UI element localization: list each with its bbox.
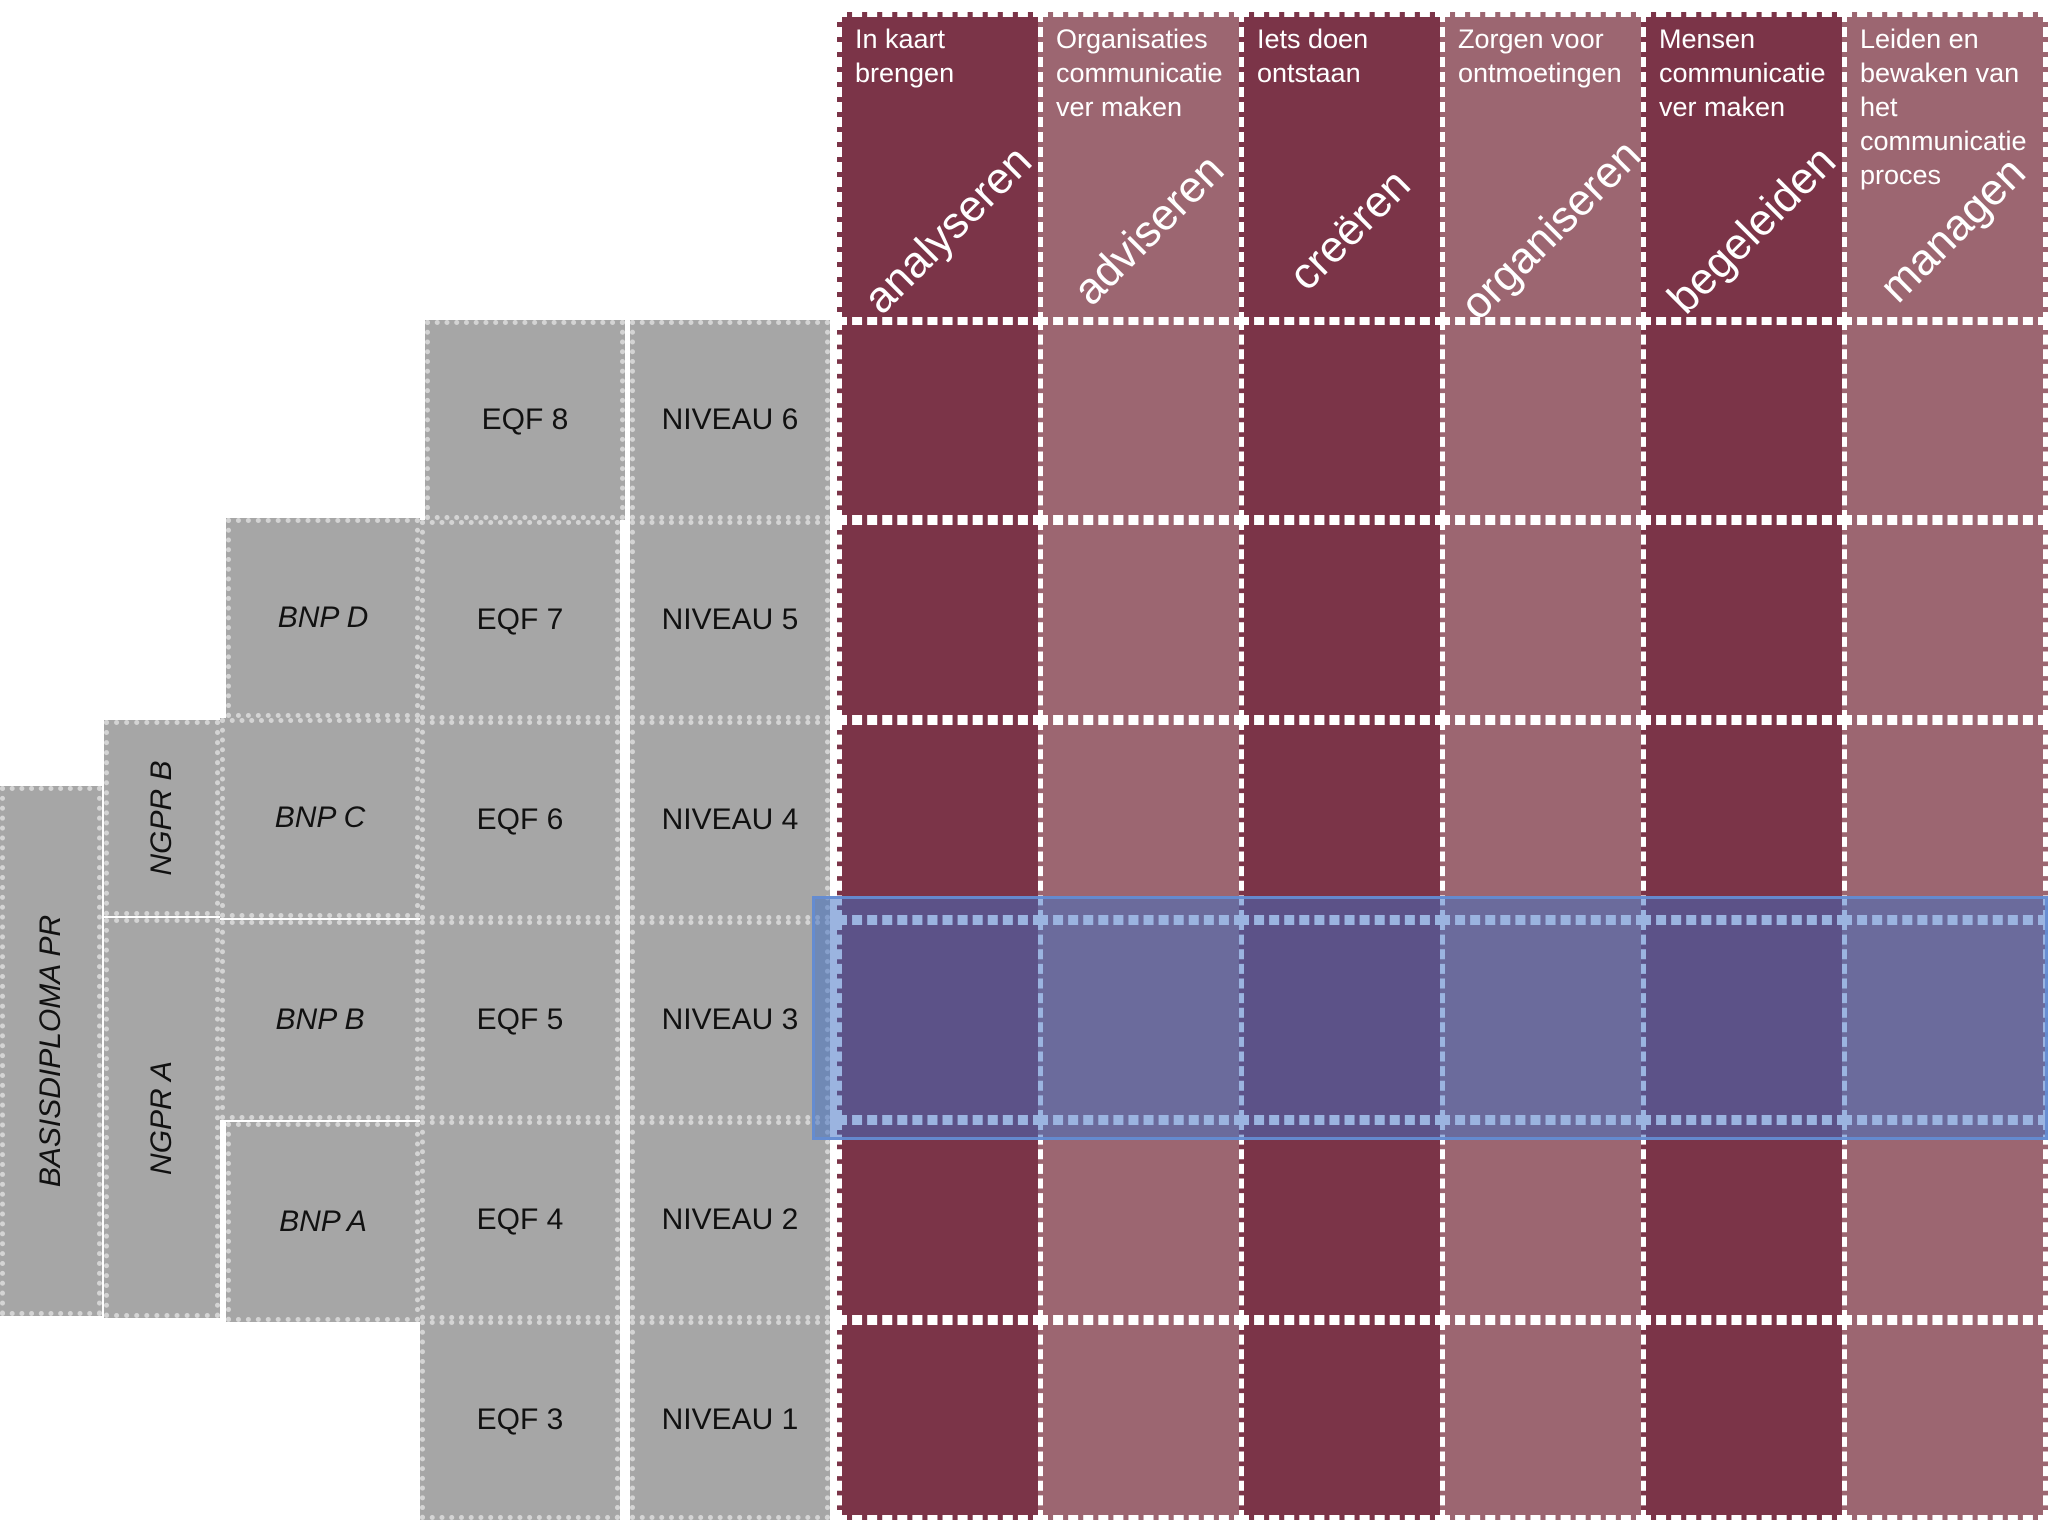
eqf-7-label: EQF 7 bbox=[476, 603, 564, 636]
niveau-4-box: NIVEAU 4 bbox=[630, 720, 830, 920]
matrix-cell bbox=[1842, 1320, 2048, 1520]
matrix-cell bbox=[837, 320, 1043, 520]
matrix-cell bbox=[1440, 720, 1646, 920]
matrix-cell bbox=[1842, 520, 2048, 720]
column-header-creëren bbox=[1239, 12, 1445, 322]
matrix-cell bbox=[1038, 1120, 1244, 1320]
eqf-7-box: EQF 7 bbox=[420, 520, 620, 720]
matrix-cell bbox=[1842, 1120, 2048, 1320]
column-description: Leiden en bewaken van het communicatie p… bbox=[1860, 24, 2027, 190]
niveau-1-box: NIVEAU 1 bbox=[630, 1320, 830, 1520]
niveau-3-box: NIVEAU 3 bbox=[630, 920, 830, 1120]
matrix-cell bbox=[1440, 1120, 1646, 1320]
bnp-b-box: BNP B bbox=[220, 920, 420, 1120]
eqf-6-label: EQF 6 bbox=[476, 803, 564, 836]
matrix-cell bbox=[1440, 1320, 1646, 1520]
niveau-6-box: NIVEAU 6 bbox=[630, 320, 830, 520]
column-description: In kaart brengen bbox=[855, 24, 955, 88]
matrix-cell bbox=[1038, 720, 1244, 920]
bnp-a-label: BNP A bbox=[279, 1205, 367, 1238]
niveau-2-box: NIVEAU 2 bbox=[630, 1120, 830, 1320]
eqf-3-box: EQF 3 bbox=[420, 1320, 620, 1520]
ngpr-b-box: NGPR B bbox=[104, 720, 220, 916]
matrix-cell bbox=[1641, 720, 1847, 920]
matrix-cell bbox=[1641, 520, 1847, 720]
matrix-cell bbox=[1440, 520, 1646, 720]
matrix-cell bbox=[1641, 1120, 1847, 1320]
matrix-cell bbox=[1842, 720, 2048, 920]
eqf-4-box: EQF 4 bbox=[420, 1120, 620, 1320]
bnp-c-box: BNP C bbox=[220, 718, 420, 918]
matrix-cell bbox=[1038, 520, 1244, 720]
eqf-6-box: EQF 6 bbox=[420, 720, 620, 920]
column-description: Organisaties communicatie ver maken bbox=[1056, 24, 1223, 122]
niveau-6-label: NIVEAU 6 bbox=[661, 403, 799, 436]
eqf-8-box: EQF 8 bbox=[425, 320, 625, 520]
bnp-d-label: BNP D bbox=[277, 601, 369, 634]
matrix-cell bbox=[1641, 320, 1847, 520]
niveau-1-label: NIVEAU 1 bbox=[661, 1403, 799, 1436]
column-description: Mensen communicatie ver maken bbox=[1659, 24, 1826, 122]
matrix-cell bbox=[837, 1320, 1043, 1520]
eqf-5-label: EQF 5 bbox=[476, 1003, 564, 1036]
eqf-5-box: EQF 5 bbox=[420, 920, 620, 1120]
matrix-cell bbox=[1239, 1120, 1445, 1320]
matrix-cell bbox=[1038, 1320, 1244, 1520]
matrix-cell bbox=[1239, 320, 1445, 520]
matrix-cell bbox=[837, 720, 1043, 920]
column-description: Zorgen voor ontmoetingen bbox=[1458, 24, 1622, 88]
matrix-cell bbox=[1440, 320, 1646, 520]
matrix-cell bbox=[1842, 320, 2048, 520]
ngpr-a-label: NGPR A bbox=[145, 1061, 178, 1175]
bnp-c-label: BNP C bbox=[274, 801, 366, 834]
niveau-4-label: NIVEAU 4 bbox=[661, 803, 799, 836]
niveau-3-label: NIVEAU 3 bbox=[661, 1003, 799, 1036]
column-header-analyseren bbox=[837, 12, 1043, 322]
highlight-band bbox=[812, 896, 2048, 1140]
column-description: Iets doen ontstaan bbox=[1257, 24, 1369, 88]
eqf-4-label: EQF 4 bbox=[476, 1203, 564, 1236]
bnp-a-box: BNP A bbox=[226, 1122, 420, 1322]
niveau-5-box: NIVEAU 5 bbox=[630, 520, 830, 720]
ngpr-b-label: NGPR B bbox=[145, 760, 178, 876]
matrix-cell bbox=[837, 520, 1043, 720]
eqf-3-label: EQF 3 bbox=[476, 1403, 564, 1436]
basisdiploma-box: BASISDIPLOMA PR bbox=[0, 786, 102, 1316]
basisdiploma-label: BASISDIPLOMA PR bbox=[34, 914, 67, 1188]
column-header-managen bbox=[1842, 12, 2048, 322]
matrix-cell bbox=[1239, 720, 1445, 920]
bnp-d-box: BNP D bbox=[226, 518, 420, 718]
bnp-b-label: BNP B bbox=[275, 1003, 365, 1036]
column-header-adviseren bbox=[1038, 12, 1244, 322]
matrix-cell bbox=[1239, 1320, 1445, 1520]
niveau-5-label: NIVEAU 5 bbox=[661, 603, 799, 636]
matrix-cell bbox=[1641, 1320, 1847, 1520]
ngpr-a-box: NGPR A bbox=[104, 918, 220, 1318]
matrix-cell bbox=[1239, 520, 1445, 720]
matrix-cell bbox=[837, 1120, 1043, 1320]
matrix-cell bbox=[1038, 320, 1244, 520]
column-header-begeleiden bbox=[1641, 12, 1847, 322]
niveau-2-label: NIVEAU 2 bbox=[661, 1203, 799, 1236]
eqf-8-label: EQF 8 bbox=[481, 403, 569, 436]
